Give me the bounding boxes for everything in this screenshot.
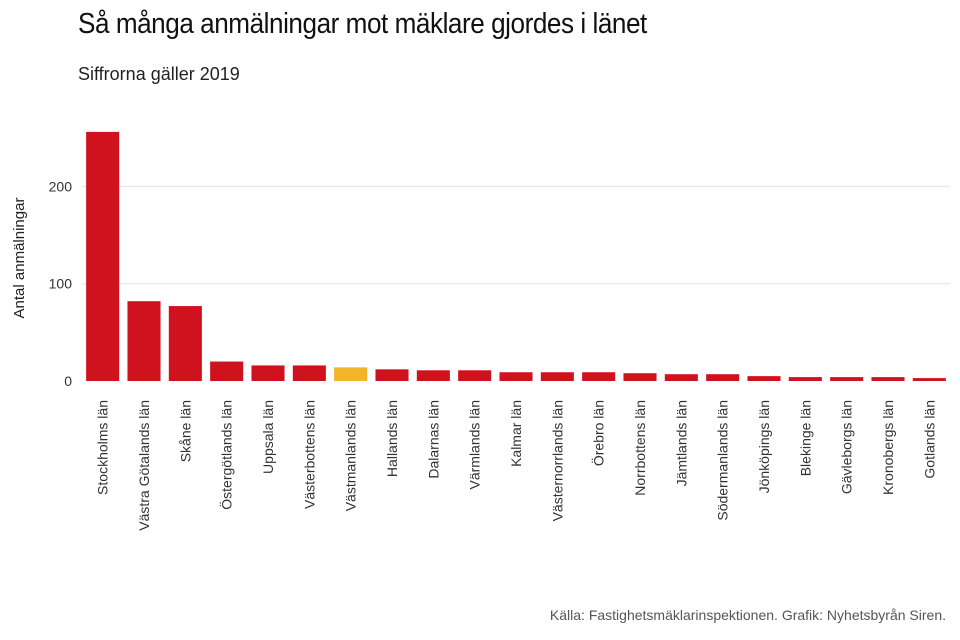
x-tick-label: Kalmar län — [508, 400, 524, 467]
bar — [210, 361, 244, 381]
x-tick-label: Västernorrlands län — [549, 400, 565, 521]
y-tick-label: 200 — [49, 178, 73, 194]
x-tick-label: Jämtlands län — [673, 400, 689, 486]
source-credit: Källa: Fastighetsmäklarinspektionen. Gra… — [549, 607, 946, 623]
y-axis-label: Antal anmälningar — [11, 198, 28, 319]
x-tick-label: Stockholms län — [95, 400, 111, 495]
bar — [251, 365, 285, 381]
bar — [86, 131, 120, 381]
x-tick-label: Hallands län — [384, 400, 400, 477]
x-tick-label: Västerbottens län — [301, 400, 317, 509]
bars — [86, 131, 946, 381]
x-tick-label: Kronobergs län — [880, 400, 896, 495]
y-tick-label: 0 — [64, 373, 72, 389]
chart-title: Så många anmälningar mot mäklare gjordes… — [78, 8, 647, 40]
x-tick-label: Värmlands län — [467, 400, 483, 490]
bar — [582, 372, 616, 381]
x-tick-label: Skåne län — [177, 400, 193, 462]
bar — [788, 377, 822, 381]
bar-chart: 0 100 200 Stockholms län Västra Götalands l… — [11, 131, 950, 531]
x-tick-label: Gävleborgs län — [839, 400, 855, 494]
x-tick-label: Norrbottens län — [632, 400, 648, 496]
bar — [499, 372, 533, 381]
x-tick-label: Uppsala län — [260, 400, 276, 474]
gridlines — [82, 185, 950, 285]
x-tick-label: Södermanlands län — [715, 400, 731, 521]
bar — [416, 370, 450, 381]
bar — [830, 377, 864, 381]
bar — [912, 378, 946, 381]
chart-subtitle: Siffrorna gäller 2019 — [78, 64, 240, 84]
y-tick-label: 100 — [49, 276, 73, 292]
x-tick-label: Västmanlands län — [343, 400, 359, 511]
x-tick-label: Jönköpings län — [756, 400, 772, 493]
x-tick-label: Västra Götalands län — [136, 400, 152, 531]
bar — [168, 306, 202, 381]
y-axis-ticks: 0 100 200 — [49, 178, 73, 389]
bar — [747, 376, 781, 381]
x-tick-label: Gotlands län — [921, 400, 937, 479]
bar — [334, 367, 368, 381]
bar — [706, 374, 740, 381]
bar — [292, 365, 326, 381]
bar — [375, 369, 409, 381]
x-axis-ticks: Stockholms län Västra Götalands län Skåne … — [95, 400, 938, 531]
bar — [623, 373, 657, 381]
x-tick-label: Dalarnas län — [425, 400, 441, 479]
bar — [540, 372, 574, 381]
x-tick-label: Örebro län — [590, 400, 607, 466]
bar — [458, 370, 492, 381]
bar — [871, 377, 905, 381]
x-tick-label: Östergötlands län — [218, 400, 235, 510]
bar — [127, 301, 161, 381]
x-tick-label: Blekinge län — [797, 400, 813, 476]
bar — [664, 374, 698, 381]
